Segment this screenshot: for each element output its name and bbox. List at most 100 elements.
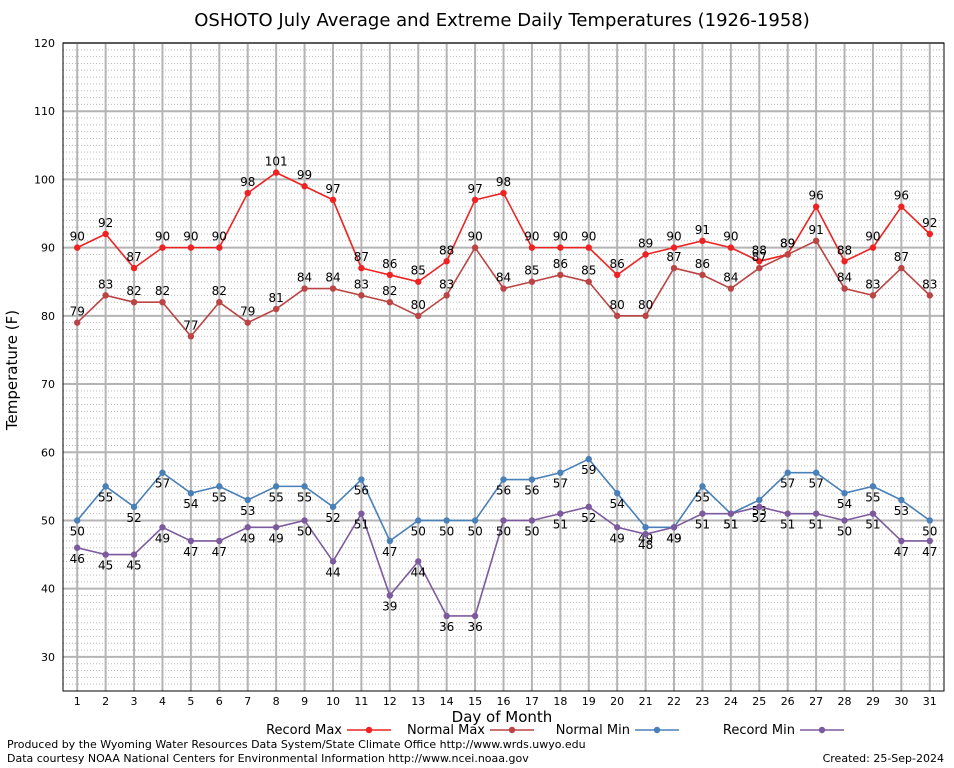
data-label: 55 [212, 490, 227, 504]
data-label: 55 [865, 490, 880, 504]
data-point [699, 483, 706, 490]
data-point [869, 292, 877, 299]
data-label: 88 [752, 243, 767, 257]
data-point [301, 517, 308, 524]
legend-item-record-min: Record Min [723, 723, 844, 738]
data-label: 92 [98, 216, 113, 230]
series-normal-min: 50 55 52 57 54 55 53 55 55 52 56 47 50 50 50 56 56 57 59 54… [70, 455, 937, 559]
data-label: 90 [666, 230, 681, 244]
data-point [301, 183, 308, 190]
data-label: 82 [212, 284, 227, 298]
data-point [358, 476, 365, 483]
data-label: 54 [837, 497, 852, 511]
data-point [415, 517, 422, 524]
data-point [386, 299, 394, 306]
data-point [358, 292, 365, 299]
data-point [272, 483, 280, 490]
legend-item-normal-min: Normal Min [556, 723, 679, 738]
data-label: 96 [808, 189, 823, 203]
y-tick-label: 30 [41, 651, 55, 664]
x-tick-label: 10 [326, 695, 340, 708]
data-label: 90 [467, 230, 482, 244]
data-point [841, 258, 848, 265]
x-tick-label: 14 [440, 695, 454, 708]
data-point [159, 299, 166, 306]
footer-data-courtesy: Data courtesy NOAA National Centers for … [7, 752, 529, 765]
data-point [272, 169, 280, 176]
data-point [244, 189, 251, 197]
data-label: 52 [325, 511, 340, 525]
data-point [756, 496, 763, 504]
data-label: 50 [922, 524, 937, 538]
data-point [756, 503, 763, 511]
data-label: 90 [155, 230, 170, 244]
data-label: 48 [638, 538, 653, 552]
x-tick-label: 30 [894, 695, 908, 708]
data-label: 53 [894, 504, 909, 518]
data-point [926, 537, 933, 545]
data-point [102, 230, 109, 238]
data-label: 50 [524, 524, 539, 538]
data-label: 97 [325, 182, 340, 196]
data-point [613, 524, 621, 531]
data-label: 52 [581, 511, 596, 525]
data-point [926, 230, 933, 238]
data-point [329, 285, 337, 292]
data-label: 56 [496, 484, 511, 498]
data-label: 86 [382, 257, 397, 271]
data-point [301, 285, 308, 292]
data-label: 80 [411, 298, 426, 312]
data-label: 55 [297, 490, 312, 504]
data-point [415, 312, 422, 320]
x-tick-label: 17 [525, 695, 539, 708]
data-point [642, 251, 649, 258]
data-label: 91 [695, 223, 710, 237]
data-label: 90 [70, 230, 85, 244]
data-point [216, 537, 223, 545]
data-point [812, 237, 820, 245]
data-point [443, 292, 450, 299]
data-point [159, 469, 166, 476]
data-label: 85 [411, 264, 426, 278]
data-label: 44 [411, 565, 426, 579]
data-label: 101 [265, 155, 288, 169]
y-tick-label: 100 [34, 173, 55, 186]
data-label: 83 [439, 277, 454, 291]
data-label: 87 [126, 250, 141, 264]
data-label: 79 [240, 305, 255, 319]
data-label: 86 [610, 257, 625, 271]
data-label: 80 [638, 298, 653, 312]
y-tick-label: 70 [41, 378, 55, 391]
data-label: 52 [752, 511, 767, 525]
y-tick-label: 120 [34, 37, 55, 50]
chart-title: OSHOTO July Average and Extreme Daily Te… [194, 10, 810, 31]
data-point [784, 251, 791, 258]
data-label: 90 [865, 230, 880, 244]
data-point [329, 503, 337, 511]
data-point [585, 503, 592, 511]
data-label: 87 [666, 250, 681, 264]
data-label: 36 [439, 620, 454, 634]
data-point [528, 517, 536, 524]
data-point [841, 517, 848, 524]
data-label: 45 [126, 559, 141, 573]
data-label: 56 [354, 484, 369, 498]
data-point [670, 244, 678, 251]
data-label: 50 [70, 524, 85, 538]
x-tick-label: 8 [273, 695, 280, 708]
data-point [386, 592, 394, 599]
x-tick-label: 28 [838, 695, 852, 708]
legend-label: Record Min [723, 723, 795, 738]
data-label: 89 [638, 236, 653, 250]
y-tick-label: 110 [34, 105, 55, 118]
data-point [471, 517, 479, 524]
x-tick-label: 15 [468, 695, 482, 708]
x-axis-label: Day of Month [452, 708, 553, 726]
y-tick-label: 60 [41, 446, 55, 459]
data-point [443, 517, 450, 524]
data-label: 97 [467, 182, 482, 196]
data-point [244, 524, 251, 531]
data-point [926, 517, 933, 524]
data-point [187, 489, 195, 497]
